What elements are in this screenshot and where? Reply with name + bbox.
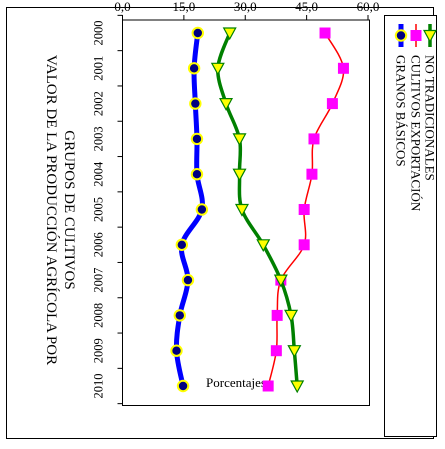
legend: GRANOS BÁSICOS CULTIVOS EXPORTACIÓN NO TRA… bbox=[394, 24, 438, 212]
data-point-triangle bbox=[232, 133, 247, 147]
legend-box bbox=[384, 15, 437, 437]
data-point-square bbox=[308, 133, 320, 145]
data-point-triangle bbox=[284, 309, 299, 323]
data-point-square bbox=[319, 27, 331, 39]
y-tick-label: 15,0 bbox=[173, 0, 196, 14]
data-point-circle bbox=[190, 132, 204, 146]
data-point-circle bbox=[394, 29, 408, 42]
data-point-circle bbox=[195, 203, 209, 216]
x-tick-label: 2009 bbox=[92, 338, 106, 363]
data-point-triangle bbox=[232, 168, 247, 182]
legend-label: CULTIVOS EXPORTACIÓN bbox=[409, 55, 424, 212]
data-point-square bbox=[271, 309, 283, 321]
legend-label: NO TRADICIONALES bbox=[423, 55, 438, 181]
data-point-square bbox=[306, 168, 318, 180]
x-tick-label: 2003 bbox=[92, 126, 106, 151]
x-tick-label: 2004 bbox=[92, 161, 106, 187]
data-point-square bbox=[410, 30, 422, 41]
data-point-square bbox=[337, 62, 349, 74]
data-point-triangle bbox=[256, 239, 271, 253]
data-point-triangle bbox=[273, 274, 288, 288]
y-tick-label: 0,0 bbox=[114, 0, 130, 14]
data-point-triangle bbox=[290, 380, 305, 394]
data-point-square bbox=[262, 380, 274, 392]
y-tick-label: 30,0 bbox=[234, 0, 257, 14]
x-tick-label: 2010 bbox=[92, 374, 106, 399]
series-2 bbox=[262, 27, 349, 392]
data-point-square bbox=[270, 345, 282, 357]
series-group bbox=[170, 26, 349, 394]
y-axis-label: Porcentajes bbox=[206, 375, 266, 390]
data-point-circle bbox=[170, 344, 183, 357]
data-point-square bbox=[326, 98, 338, 110]
data-point-circle bbox=[173, 309, 186, 322]
series-3 bbox=[210, 27, 305, 394]
chart-title-line-1: VALOR DE LA PRODUCCIÓN AGRÍCOLA POR bbox=[43, 55, 60, 365]
data-point-circle bbox=[176, 379, 190, 393]
data-point-square bbox=[298, 204, 310, 215]
legend-label: GRANOS BÁSICOS bbox=[394, 55, 409, 167]
x-tick-label: 2008 bbox=[92, 303, 106, 328]
x-tick-label: 2001 bbox=[92, 56, 106, 81]
data-point-circle bbox=[191, 26, 204, 40]
plot-area bbox=[122, 19, 370, 406]
data-point-triangle bbox=[222, 27, 237, 41]
legend-item-3: NO TRADICIONALES bbox=[423, 24, 438, 181]
x-tick-label: 2006 bbox=[92, 232, 106, 257]
legend-item-1: GRANOS BÁSICOS bbox=[394, 24, 409, 167]
series-1 bbox=[170, 26, 209, 393]
x-tick-label: 2002 bbox=[92, 91, 106, 116]
data-point-square bbox=[298, 239, 310, 251]
data-point-circle bbox=[175, 238, 189, 252]
data-point-triangle bbox=[422, 29, 438, 43]
y-tick-label: 60,0 bbox=[357, 0, 380, 14]
x-axis: 2000 2001 2002 2003 2004 2005 2006 2007 2008 2009… bbox=[92, 14, 123, 405]
data-point-triangle bbox=[210, 62, 225, 76]
data-point-circle bbox=[181, 273, 195, 287]
x-tick-label: 2005 bbox=[92, 197, 106, 222]
y-tick-label: 45,0 bbox=[295, 0, 318, 14]
data-point-circle bbox=[187, 62, 201, 75]
data-point-triangle bbox=[287, 345, 302, 358]
y-axis: 0,0 15,0 30,0 45,0 60,0 bbox=[114, 0, 379, 20]
data-point-circle bbox=[189, 97, 202, 110]
chart-title-line-2: GRUPOS DE CULTIVOS bbox=[61, 130, 77, 289]
x-tick-label: 2000 bbox=[92, 21, 106, 46]
data-point-triangle bbox=[219, 97, 234, 111]
rotated-chart: VALOR DE LA PRODUCCIÓN AGRÍCOLA POR GRUP… bbox=[43, 0, 438, 437]
data-point-triangle bbox=[234, 203, 249, 217]
legend-item-2: CULTIVOS EXPORTACIÓN bbox=[409, 24, 424, 212]
x-tick-label: 2007 bbox=[92, 268, 106, 293]
data-point-circle bbox=[190, 168, 204, 181]
